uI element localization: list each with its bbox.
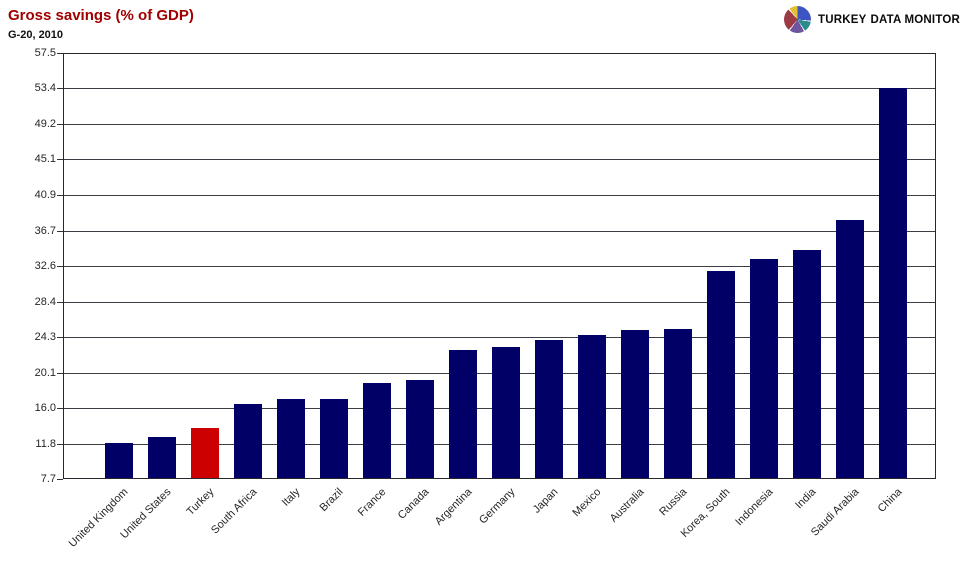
brand-name-regular: TURKEY (818, 13, 867, 26)
x-axis-label-india: India (793, 486, 819, 512)
y-axis-tick-label: 36.7 (34, 224, 56, 237)
y-axis-tick-label: 16.0 (34, 402, 56, 414)
y-axis-tick-label: 24.3 (34, 331, 56, 343)
brand-name-bold: DATA MONITOR (870, 13, 960, 26)
plot-area (63, 53, 936, 479)
y-axis-tick-label: 57.5 (34, 47, 56, 59)
y-axis-tick-label: 11.8 (35, 437, 56, 450)
bar-germany (492, 347, 520, 478)
y-axis-tick (57, 53, 63, 54)
y-axis-tick (57, 159, 63, 161)
bar-australia (621, 330, 649, 478)
bar-mexico (578, 335, 606, 478)
gridline (64, 301, 935, 303)
bar-brazil (320, 399, 348, 478)
x-axis-label-russia: Russia (657, 486, 690, 519)
x-axis-label-indonesia: Indonesia (733, 486, 776, 529)
x-axis-label-united-kingdom: United Kingdom (66, 486, 131, 550)
y-axis-tick (57, 195, 63, 196)
y-axis-tick-label: 20.1 (34, 366, 56, 379)
gridline (64, 337, 935, 338)
y-axis-tick (57, 230, 63, 232)
gridline (64, 230, 935, 232)
y-axis-tick (57, 88, 63, 90)
bar-korea-south (707, 271, 735, 478)
bar-france (363, 383, 391, 478)
x-axis-label-australia: Australia (607, 486, 647, 525)
y-axis-tick (57, 266, 63, 267)
x-axis-label-mexico: Mexico (570, 486, 604, 520)
brand-logo: TURKEY DATA MONITOR (784, 6, 960, 33)
y-axis-tick (57, 337, 63, 338)
y-axis-tick-label: 49.2 (34, 118, 56, 130)
bar-russia (664, 329, 692, 478)
x-axis-label-brazil: Brazil (317, 486, 346, 514)
bar-canada (406, 379, 434, 478)
gridline (64, 88, 935, 90)
x-axis-label-germany: Germany (477, 486, 518, 527)
y-axis-tick (57, 372, 63, 374)
x-axis-label-japan: Japan (530, 486, 561, 516)
y-axis-tick (57, 124, 63, 125)
y-axis-tick-label: 40.9 (34, 189, 56, 201)
x-axis-label-south-africa: South Africa (209, 486, 260, 537)
brand-name: TURKEY DATA MONITOR (818, 14, 960, 26)
x-axis-label-canada: Canada (395, 486, 432, 522)
bar-united-kingdom (105, 442, 133, 478)
chart-title: Gross savings (% of GDP) (8, 7, 194, 24)
gridline (64, 159, 935, 161)
pie-chart-icon (784, 6, 812, 33)
bar-india (793, 250, 821, 478)
x-axis-label-france: France (355, 486, 389, 519)
y-axis-tick-label: 28.4 (34, 295, 56, 308)
bar-united-states (148, 436, 176, 478)
x-axis-label-argentina: Argentina (432, 486, 475, 528)
x-axis-label-china: China (875, 486, 905, 515)
bar-italy (277, 399, 305, 478)
bar-argentina (449, 349, 477, 478)
x-axis-label-italy: Italy (279, 486, 303, 509)
y-axis-tick-label: 53.4 (34, 82, 56, 95)
bar-china (879, 87, 907, 478)
x-axis-label-turkey: Turkey (184, 486, 217, 518)
y-axis-tick (57, 301, 63, 303)
gridline (64, 195, 935, 196)
bar-saudi-arabia (836, 219, 864, 478)
bar-japan (535, 340, 563, 478)
gridline (64, 266, 935, 267)
chart-subtitle: G-20, 2010 (8, 29, 64, 41)
bar-south-africa (234, 403, 262, 478)
y-axis-tick (57, 443, 63, 445)
y-axis-tick-label: 32.6 (34, 260, 56, 272)
y-axis-tick (57, 479, 63, 480)
y-axis-tick-label: 7.7 (40, 473, 56, 485)
y-axis-tick-label: 45.1 (34, 153, 56, 166)
gridline (64, 124, 935, 125)
y-axis-tick (57, 408, 63, 409)
bar-turkey (191, 427, 219, 478)
bar-indonesia (750, 259, 778, 478)
